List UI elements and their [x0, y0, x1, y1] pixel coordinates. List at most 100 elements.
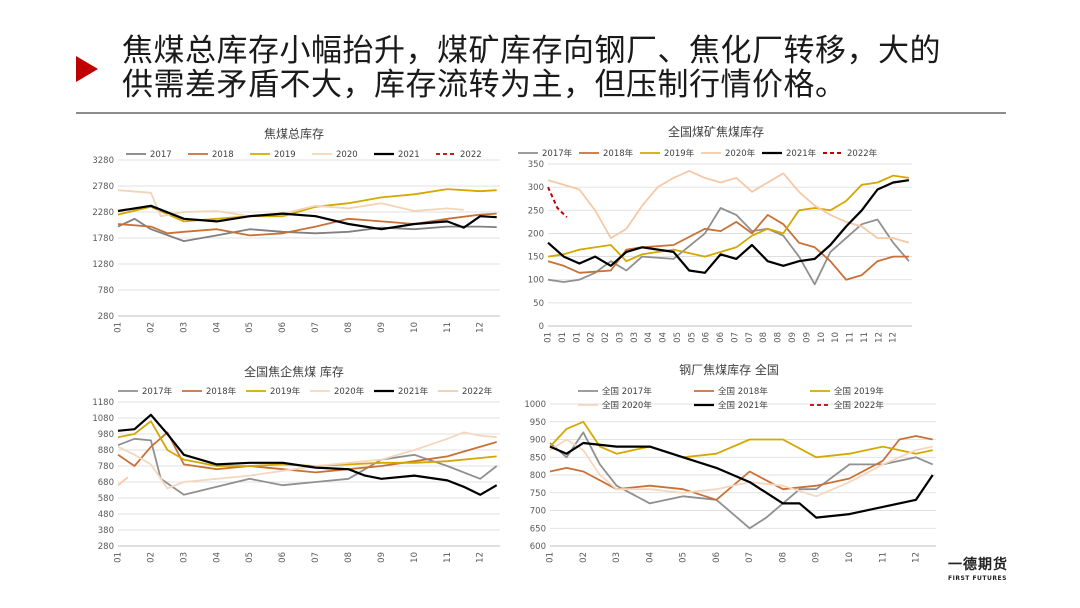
- x-tick-label: 05: [245, 322, 255, 333]
- x-tick-label: 11: [443, 552, 453, 563]
- x-tick-label: 02: [146, 552, 156, 563]
- series-line-2017: [117, 217, 497, 242]
- x-tick-label: 02: [146, 322, 156, 333]
- series-line-2022: [117, 476, 129, 486]
- chart-total-coking-coal-stock: 焦煤总库存 280 780 1280 1780 2280 2780 3280 01 02 03 04 0…: [92, 126, 500, 333]
- x-tick-label: 11: [878, 552, 888, 563]
- y-tick-label: 700: [530, 507, 546, 517]
- y-tick-label: 750: [530, 489, 546, 499]
- x-tick-label: 06: [278, 322, 288, 333]
- chart-coking-plant-stock: 全国焦企焦煤 库存 280 380 480 580 680 780 880 980 1080 118…: [92, 364, 500, 563]
- x-tick-label: 06: [278, 552, 288, 563]
- x-tick-label: 10: [410, 322, 420, 333]
- legend-label: 2017年: [542, 148, 573, 159]
- series-line-2020: [117, 431, 497, 490]
- legend-item-2018: 2018年: [579, 148, 634, 159]
- x-tick-label: 10: [845, 552, 855, 563]
- x-tick-label: 08: [759, 332, 769, 343]
- legend-label: 2018年: [603, 148, 634, 159]
- x-tick-label: 03: [179, 552, 189, 563]
- y-tick-label: 380: [98, 526, 114, 536]
- legend-label: 2019年: [270, 386, 301, 397]
- x-tick-label: 05: [687, 332, 697, 343]
- chart-panel-total-coking-coal-stock: 焦煤总库存 280 780 1280 1780 2280 2780 3280 01 02 03 04 0…: [80, 118, 508, 350]
- y-tick-label: 3280: [92, 156, 114, 166]
- legend-item-2019: 2019年: [640, 148, 695, 159]
- legend-item-2019: 2019: [250, 150, 296, 160]
- x-tick-label: 01: [572, 332, 582, 343]
- y-tick-label: 100: [528, 276, 544, 286]
- legend-item-2019: 2019年: [246, 386, 301, 397]
- x-tick-label: 12: [889, 332, 899, 343]
- headline-line-1: 焦煤总库存小幅抬升，煤矿库存向钢厂、焦化厂转移，大的: [122, 33, 941, 69]
- x-tick-label: 08: [778, 552, 788, 563]
- y-tick-label: 650: [530, 524, 546, 534]
- series-line-2018: [117, 212, 497, 237]
- x-tick-label: 07: [745, 332, 755, 343]
- chart-panel-steel-mill-stock: 钢厂焦煤库存 全国 600 650 700 750 800 850 900 950 1000 01 0…: [514, 356, 944, 580]
- y-tick-label: 980: [98, 430, 114, 440]
- y-tick-label: 900: [530, 436, 546, 446]
- legend-item-2017: 2017年: [518, 148, 573, 159]
- x-tick-label: 05: [245, 552, 255, 563]
- legend-item-2021: 2021年: [762, 148, 817, 159]
- series-line-2021: [117, 204, 497, 231]
- legend-label: 2019年: [664, 148, 695, 159]
- legend-item-2020: 2020年: [701, 148, 756, 159]
- legend-label: 全国 2019年: [834, 386, 884, 397]
- y-tick-label: 1780: [92, 234, 114, 244]
- legend-item-2018: 2018年: [182, 386, 237, 397]
- series-line-2018: [549, 435, 933, 501]
- series-line-2019: [547, 174, 910, 263]
- legend-label: 2018: [212, 150, 234, 160]
- x-tick-label: 04: [644, 332, 654, 343]
- x-tick-label: 06: [716, 332, 726, 343]
- y-tick-label: 800: [530, 471, 546, 481]
- x-tick-label: 01: [558, 332, 568, 343]
- y-tick-label: 1180: [92, 398, 114, 408]
- legend-item-2017: 全国 2017年: [578, 386, 652, 397]
- x-tick-label: 03: [179, 322, 189, 333]
- legend-label: 2021年: [398, 386, 429, 397]
- x-tick-label: 04: [212, 552, 222, 563]
- legend-item-2021: 2021年: [374, 386, 429, 397]
- chart-title: 焦煤总库存: [264, 126, 324, 141]
- chart-title: 钢厂焦煤库存 全国: [679, 362, 779, 377]
- y-tick-label: 2280: [92, 208, 114, 218]
- x-tick-label: 10: [831, 332, 841, 343]
- series-line-2022: [547, 186, 568, 218]
- legend-item-2018: 2018: [188, 150, 234, 160]
- legend-item-2017: 2017年: [118, 386, 173, 397]
- x-tick-label: 07: [745, 552, 755, 563]
- chart-panel-mine-coking-coal-stock: 全国煤矿焦煤库存 0 50 100 150 200 250 300 350 01 01 01 02 02 0…: [514, 118, 918, 354]
- y-tick-label: 580: [98, 494, 114, 504]
- legend-label: 2017: [150, 150, 172, 160]
- legend-label: 2021: [398, 150, 420, 160]
- x-tick-label: 10: [817, 332, 827, 343]
- legend-label: 2022: [460, 150, 482, 160]
- x-tick-label: 05: [679, 552, 689, 563]
- x-tick-label: 09: [377, 322, 387, 333]
- legend-label: 全国 2017年: [602, 386, 652, 397]
- series-line-2020: [549, 438, 933, 498]
- legend-label: 2020: [336, 150, 358, 160]
- legend-item-2019: 全国 2019年: [810, 386, 884, 397]
- chart-steel-mill-stock: 钢厂焦煤库存 全国 600 650 700 750 800 850 900 950 1000 01 0…: [524, 362, 936, 563]
- chart-panel-coking-plant-stock: 全国焦企焦煤 库存 280 380 480 580 680 780 880 980 1080 118…: [80, 356, 508, 580]
- series-line-2018: [117, 431, 497, 474]
- legend-label: 2020年: [334, 386, 365, 397]
- slide-headline: 焦煤总库存小幅抬升，煤矿库存向钢厂、焦化厂转移，大的 供需差矛盾不大，库存流转为…: [122, 34, 1022, 102]
- x-tick-label: 12: [912, 552, 922, 563]
- x-tick-label: 11: [860, 332, 870, 343]
- series-line-2021: [117, 413, 498, 496]
- x-tick-label: 03: [612, 552, 622, 563]
- x-tick-label: 09: [377, 552, 387, 563]
- x-tick-label: 04: [659, 332, 669, 343]
- legend-label: 2022年: [462, 386, 493, 397]
- legend-item-2021: 2021: [374, 150, 420, 160]
- x-tick-label: 12: [476, 552, 486, 563]
- x-tick-label: 02: [601, 332, 611, 343]
- x-tick-label: 01: [114, 322, 124, 333]
- x-tick-label: 01: [544, 332, 554, 343]
